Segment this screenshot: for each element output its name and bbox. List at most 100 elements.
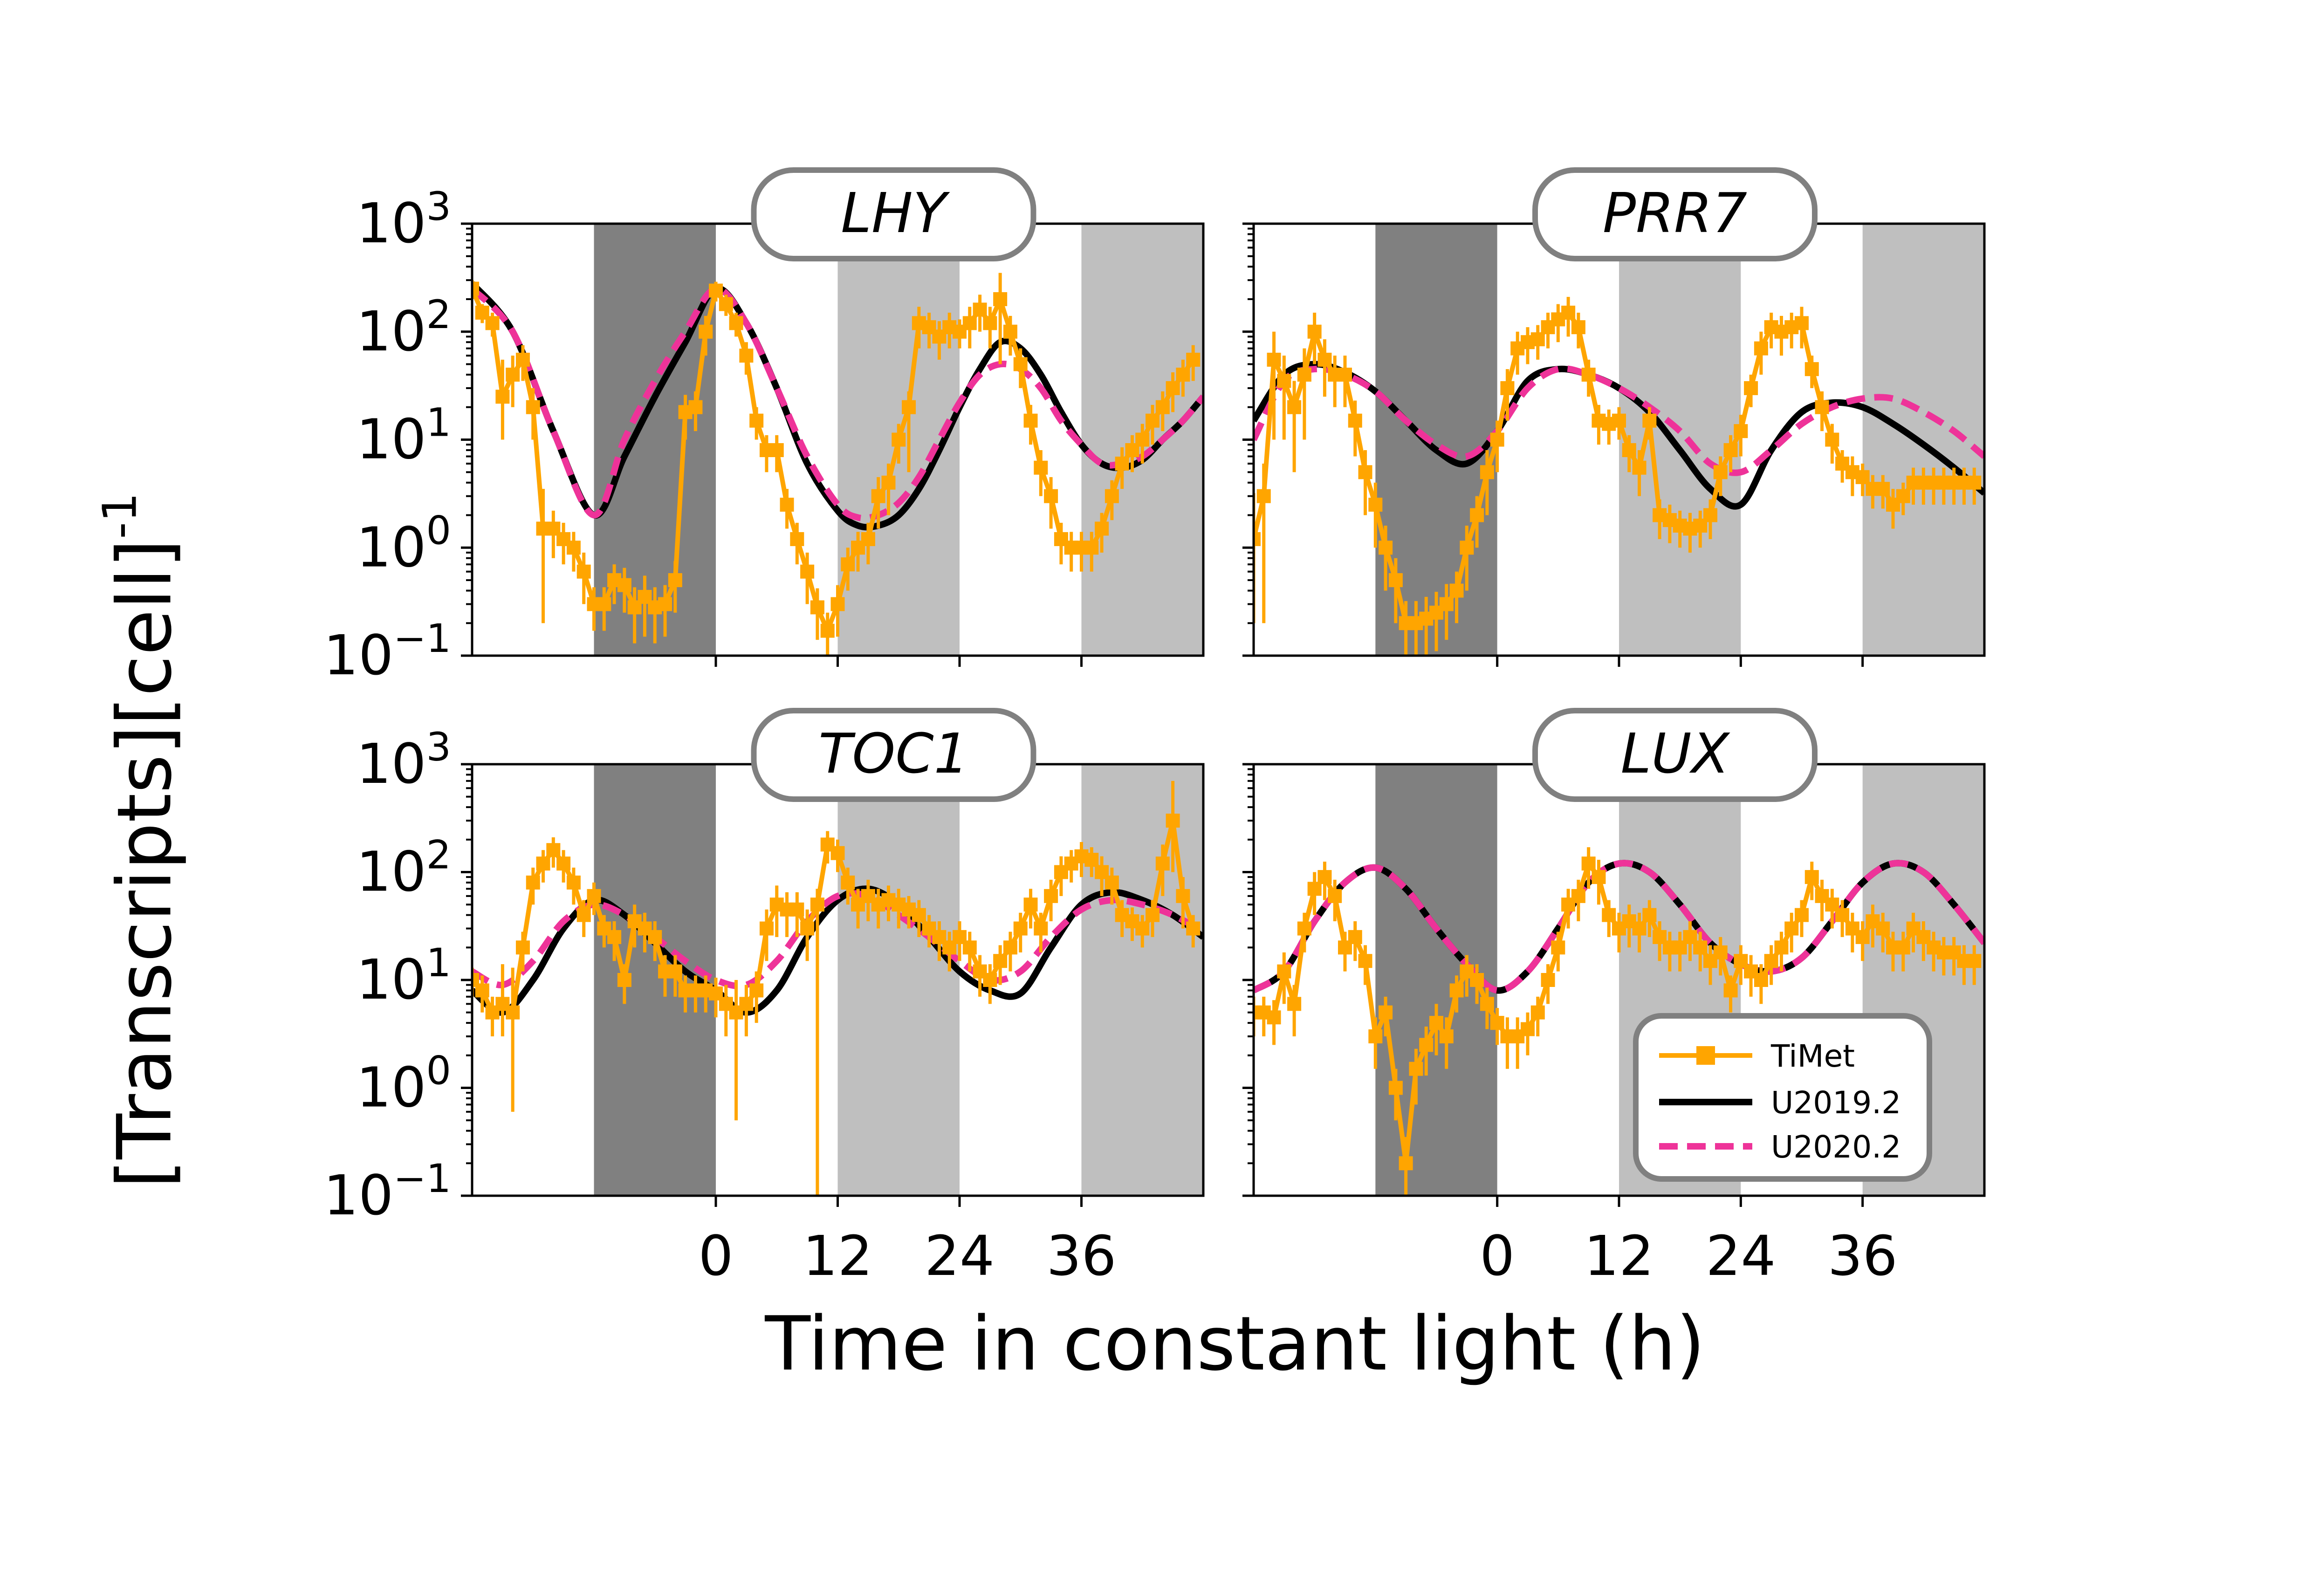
- plot-area: [1254, 297, 1984, 656]
- data-point: [1003, 940, 1017, 955]
- y-tick-label: 100: [356, 507, 451, 579]
- data-point: [1034, 460, 1048, 475]
- data-point: [607, 930, 622, 944]
- data-point: [1399, 1156, 1413, 1171]
- data-point: [1368, 498, 1383, 512]
- data-point: [800, 921, 815, 936]
- data-point: [1723, 443, 1738, 457]
- panel-title-box: [751, 708, 1036, 802]
- y-tick-label: 102: [356, 832, 451, 904]
- data-point: [1388, 1081, 1403, 1095]
- data-point: [830, 597, 845, 611]
- data-point: [1764, 954, 1778, 968]
- panel-title: PRR7: [1603, 181, 1747, 245]
- data-point: [485, 316, 500, 330]
- data-point: [1105, 875, 1119, 890]
- panel-title: TOC1: [818, 721, 968, 786]
- data-point: [576, 564, 591, 579]
- data-point: [1176, 889, 1190, 903]
- data-point: [1490, 1016, 1504, 1030]
- data-point: [1277, 374, 1291, 388]
- data-point: [1439, 597, 1454, 611]
- data-point: [993, 292, 1008, 306]
- data-point: [1317, 352, 1332, 367]
- panel-title-box: [1532, 708, 1818, 802]
- data-point: [556, 856, 571, 871]
- data-point: [709, 283, 723, 298]
- subjective-night-light-shade-2: [1862, 224, 1984, 656]
- y-tick-label-base: 10: [356, 732, 426, 796]
- data-point: [810, 600, 824, 615]
- data-point: [892, 432, 906, 447]
- data-point: [1804, 362, 1819, 377]
- data-point: [1642, 413, 1657, 428]
- y-tick-label-base: 10: [356, 947, 426, 1012]
- x-tick-label: 12: [1584, 1224, 1654, 1288]
- data-point: [1166, 381, 1180, 395]
- data-point: [912, 908, 926, 922]
- plot-area: [1254, 847, 1984, 1196]
- legend-label: U2020.2: [1771, 1129, 1901, 1165]
- data-point: [729, 316, 743, 330]
- data-point: [993, 954, 1008, 968]
- data-point: [1338, 367, 1352, 382]
- legend-swatch-marker: [1696, 1046, 1715, 1065]
- data-point: [1256, 489, 1271, 503]
- data-point: [1460, 541, 1474, 555]
- x-tick-label: 12: [803, 1224, 872, 1288]
- data-point: [668, 964, 682, 979]
- data-point: [1023, 897, 1038, 912]
- data-point: [1967, 475, 1982, 490]
- series-line-u2020-2: [1254, 860, 1984, 994]
- data-point: [648, 930, 662, 944]
- data-point: [1754, 341, 1768, 356]
- x-tick-label: 36: [1828, 1224, 1898, 1288]
- data-point: [1449, 983, 1464, 998]
- data-point: [1297, 921, 1311, 936]
- y-tick-label: 103: [356, 724, 451, 796]
- data-point: [749, 413, 764, 428]
- data-point: [780, 498, 794, 512]
- series-line-u2020-2: [1254, 365, 1984, 476]
- legend-entry-timet: TiMet: [1659, 1038, 1855, 1074]
- data-point: [688, 400, 703, 414]
- data-point: [973, 302, 987, 317]
- data-point: [1795, 908, 1809, 922]
- subjective-night-light-shade-2: [1081, 764, 1203, 1196]
- data-point: [475, 983, 489, 998]
- data-point: [1561, 305, 1576, 320]
- y-axis-label-exponent: -1: [92, 492, 147, 539]
- data-point: [1774, 940, 1789, 955]
- data-point: [472, 281, 479, 296]
- data-point: [1896, 940, 1910, 955]
- data-point: [790, 532, 804, 546]
- data-point: [1146, 908, 1160, 922]
- data-point: [526, 400, 540, 414]
- series-line-u2020-2: [472, 890, 1203, 989]
- y-tick-label-exponent: 2: [426, 292, 451, 337]
- data-point: [597, 597, 611, 611]
- panel-title-box: [751, 167, 1036, 261]
- data-point: [1693, 940, 1708, 955]
- data-point: [1003, 324, 1017, 339]
- x-tick-label: 0: [698, 1224, 733, 1288]
- data-point: [1267, 1010, 1281, 1025]
- data-point: [1419, 1038, 1434, 1052]
- data-point: [1967, 954, 1982, 968]
- data-point: [1267, 352, 1281, 367]
- y-tick-label-exponent: 0: [426, 1048, 451, 1094]
- data-point: [1855, 930, 1870, 944]
- data-point: [1013, 357, 1028, 371]
- data-point: [1379, 1005, 1393, 1020]
- data-point: [1449, 583, 1464, 598]
- data-point: [546, 843, 561, 857]
- data-point: [1297, 367, 1311, 382]
- data-point: [1500, 381, 1515, 395]
- data-point: [1795, 316, 1809, 330]
- data-point: [881, 475, 896, 490]
- data-point: [1013, 921, 1028, 936]
- data-point: [1044, 489, 1058, 503]
- data-point: [1754, 973, 1768, 987]
